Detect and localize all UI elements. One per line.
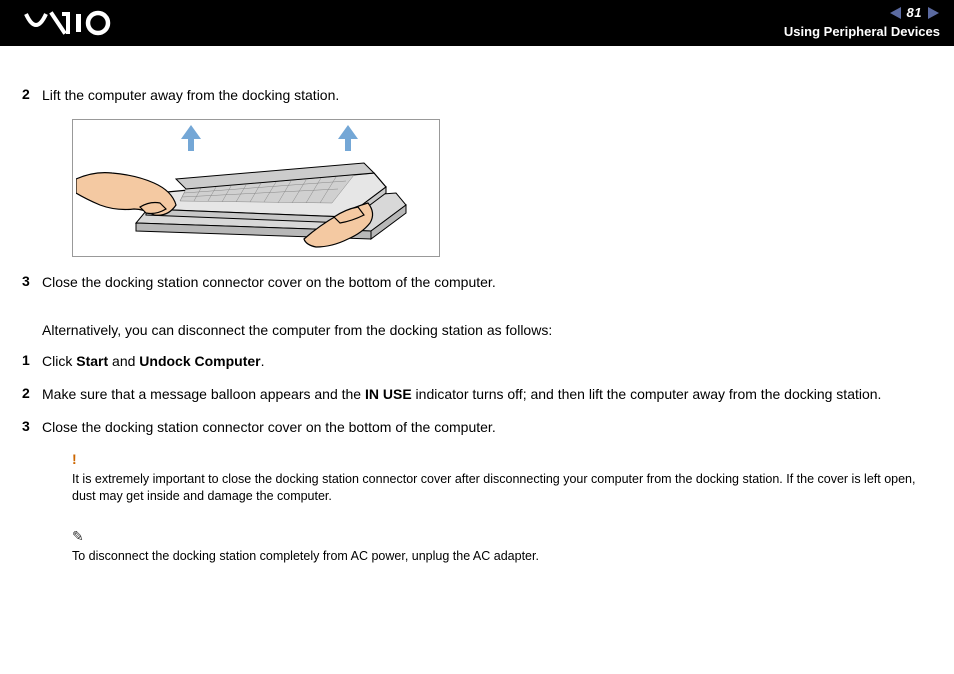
step-row: 2 Lift the computer away from the dockin… (22, 86, 932, 105)
step-text: Close the docking station connector cove… (42, 418, 932, 437)
bold-term: IN USE (365, 386, 412, 402)
bold-term: Start (76, 353, 108, 369)
step-number: 2 (22, 385, 42, 401)
step-row: 2 Make sure that a message balloon appea… (22, 385, 932, 404)
step-text: Click Start and Undock Computer. (42, 352, 932, 371)
page-content: 2 Lift the computer away from the dockin… (0, 46, 954, 565)
step-number: 2 (22, 86, 42, 102)
step-text: Close the docking station connector cove… (42, 273, 932, 292)
text-fragment: Close the docking station connector cove… (42, 419, 496, 435)
text-fragment: Click (42, 353, 76, 369)
text-fragment: . (261, 353, 265, 369)
warning-icon: ! (72, 450, 932, 469)
info-note: ✎ To disconnect the docking station comp… (72, 527, 932, 565)
step-number: 1 (22, 352, 42, 368)
nav-prev-icon[interactable] (889, 6, 903, 20)
step-row: 1 Click Start and Undock Computer. (22, 352, 932, 371)
page-nav: 81 (889, 5, 940, 20)
page-number: 81 (907, 5, 922, 20)
step-text: Make sure that a message balloon appears… (42, 385, 932, 404)
step-number: 3 (22, 418, 42, 434)
warning-note: ! It is extremely important to close the… (72, 450, 932, 505)
vaio-logo (24, 8, 124, 43)
warning-text: It is extremely important to close the d… (72, 472, 915, 503)
lift-computer-illustration (72, 119, 440, 257)
step-number: 3 (22, 273, 42, 289)
section-title: Using Peripheral Devices (784, 24, 940, 39)
text-fragment: indicator turns off; and then lift the c… (412, 386, 882, 402)
pencil-icon: ✎ (72, 527, 932, 546)
header-bar: 81 Using Peripheral Devices (0, 0, 954, 46)
text-fragment: Make sure that a message balloon appears… (42, 386, 365, 402)
alternative-intro: Alternatively, you can disconnect the co… (42, 322, 932, 338)
text-fragment: and (108, 353, 139, 369)
step-text: Lift the computer away from the docking … (42, 86, 932, 105)
bold-term: Undock Computer (139, 353, 260, 369)
step-row: 3 Close the docking station connector co… (22, 418, 932, 437)
note-text: To disconnect the docking station comple… (72, 549, 539, 563)
nav-next-icon[interactable] (926, 6, 940, 20)
step-row: 3 Close the docking station connector co… (22, 273, 932, 292)
